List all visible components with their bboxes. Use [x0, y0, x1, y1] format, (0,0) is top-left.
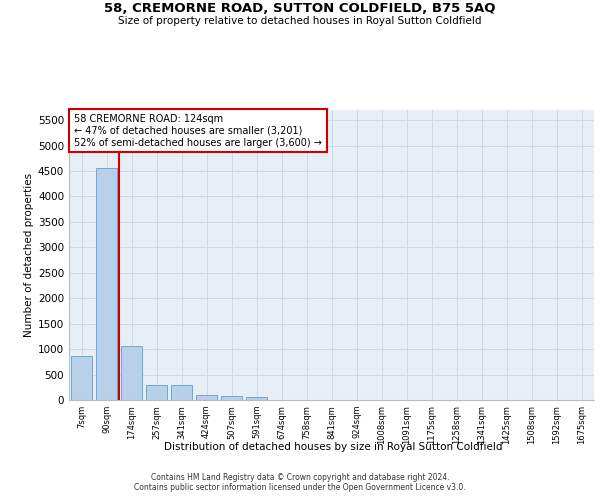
Text: 58, CREMORNE ROAD, SUTTON COLDFIELD, B75 5AQ: 58, CREMORNE ROAD, SUTTON COLDFIELD, B75… [104, 2, 496, 16]
Text: 58 CREMORNE ROAD: 124sqm
← 47% of detached houses are smaller (3,201)
52% of sem: 58 CREMORNE ROAD: 124sqm ← 47% of detach… [74, 114, 322, 148]
Bar [246, 397, 267, 400]
Text: Contains HM Land Registry data © Crown copyright and database right 2024.: Contains HM Land Registry data © Crown c… [151, 472, 449, 482]
Y-axis label: Number of detached properties: Number of detached properties [24, 173, 34, 337]
Bar [96, 168, 117, 400]
Text: Contains public sector information licensed under the Open Government Licence v3: Contains public sector information licen… [134, 484, 466, 492]
Text: Size of property relative to detached houses in Royal Sutton Coldfield: Size of property relative to detached ho… [118, 16, 482, 26]
Text: Distribution of detached houses by size in Royal Sutton Coldfield: Distribution of detached houses by size … [164, 442, 502, 452]
Bar [171, 385, 192, 400]
Bar [146, 385, 167, 400]
Bar [221, 396, 242, 400]
Bar [121, 346, 142, 400]
Bar [71, 356, 92, 400]
Bar [196, 396, 217, 400]
